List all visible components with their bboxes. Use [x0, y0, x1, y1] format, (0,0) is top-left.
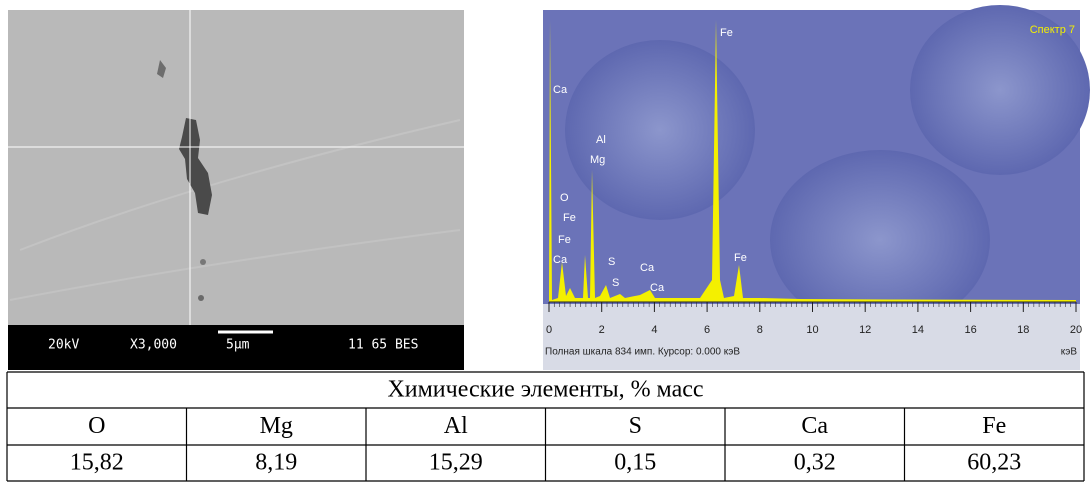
tick-label: 10	[806, 324, 818, 336]
header-cell: Al	[444, 413, 468, 439]
peak-label: Fe	[563, 212, 576, 224]
header-cell: S	[629, 413, 642, 439]
sem-particle	[200, 259, 206, 265]
tick-label: 18	[1017, 324, 1029, 336]
value-cell: 60,23	[967, 450, 1021, 476]
peak-label: O	[560, 192, 569, 204]
page: SEM / EDS html, body { margin: 0; paddin…	[0, 0, 1091, 482]
eds-texture	[770, 150, 990, 330]
peak-label: Al	[596, 134, 606, 146]
header-cell: Mg	[260, 413, 293, 439]
sem-background	[8, 10, 464, 325]
tick-label: 0	[546, 324, 552, 336]
value-cell: 8,19	[255, 450, 297, 476]
eds-spectrum: Спектр 7 Полная шкала 834 имп. Курсор: 0…	[543, 5, 1090, 370]
info-text: X3,000	[130, 338, 177, 353]
tick-label: 14	[912, 324, 924, 336]
eds-footer	[543, 304, 1080, 370]
header-cell: O	[88, 413, 105, 439]
tick-label: 20	[1070, 324, 1082, 336]
tick-label: 8	[757, 324, 763, 336]
header-cell: Ca	[801, 413, 828, 439]
header-cell: Fe	[982, 413, 1006, 439]
table: Химические элементы, % масс O Mg Al S Ca Fe 15,…	[7, 372, 1084, 481]
peak-label: Ca	[553, 84, 568, 96]
value-cell: 15,29	[429, 450, 483, 476]
tick-label: 12	[859, 324, 871, 336]
eds-texture	[565, 40, 755, 220]
sem-image: 20kV X3,000 5µm 11 65 BES	[8, 10, 464, 370]
peak-label: S	[612, 277, 619, 289]
value-cell: 15,82	[70, 450, 124, 476]
tick-label: 4	[651, 324, 657, 336]
body: { "sem_image": { "info_bar": ["20kV", "X…	[0, 0, 1091, 482]
peak-label: Mg	[590, 154, 605, 166]
spectrum-title: Спектр 7	[1030, 24, 1075, 36]
sem-particle	[198, 295, 204, 301]
status-text: Полная шкала 834 имп. Курсор: 0.000 кэВ	[545, 347, 740, 358]
info-text: 20kV	[48, 338, 79, 353]
peak-label: Ca	[650, 282, 665, 294]
tick-label: 2	[599, 324, 605, 336]
peak-label: Fe	[734, 252, 747, 264]
value-cell: 0,32	[794, 450, 836, 476]
peak-label: Fe	[558, 234, 571, 246]
figure: 20kV X3,000 5µm 11 65 BES Спектр 7 Полна…	[0, 0, 1091, 482]
info-text: 5µm	[226, 338, 250, 353]
table-title: Химические элементы, % масс	[387, 377, 703, 403]
info-text: 11 65 BES	[348, 338, 418, 353]
value-cell: 0,15	[614, 450, 656, 476]
peak-label: Ca	[553, 254, 568, 266]
peak-label: Fe	[720, 27, 733, 39]
tick-label: 16	[964, 324, 976, 336]
axis-unit: кэВ	[1061, 347, 1078, 358]
tick-label: 6	[704, 324, 710, 336]
peak-label: Ca	[640, 262, 655, 274]
peak-label: S	[608, 256, 615, 268]
